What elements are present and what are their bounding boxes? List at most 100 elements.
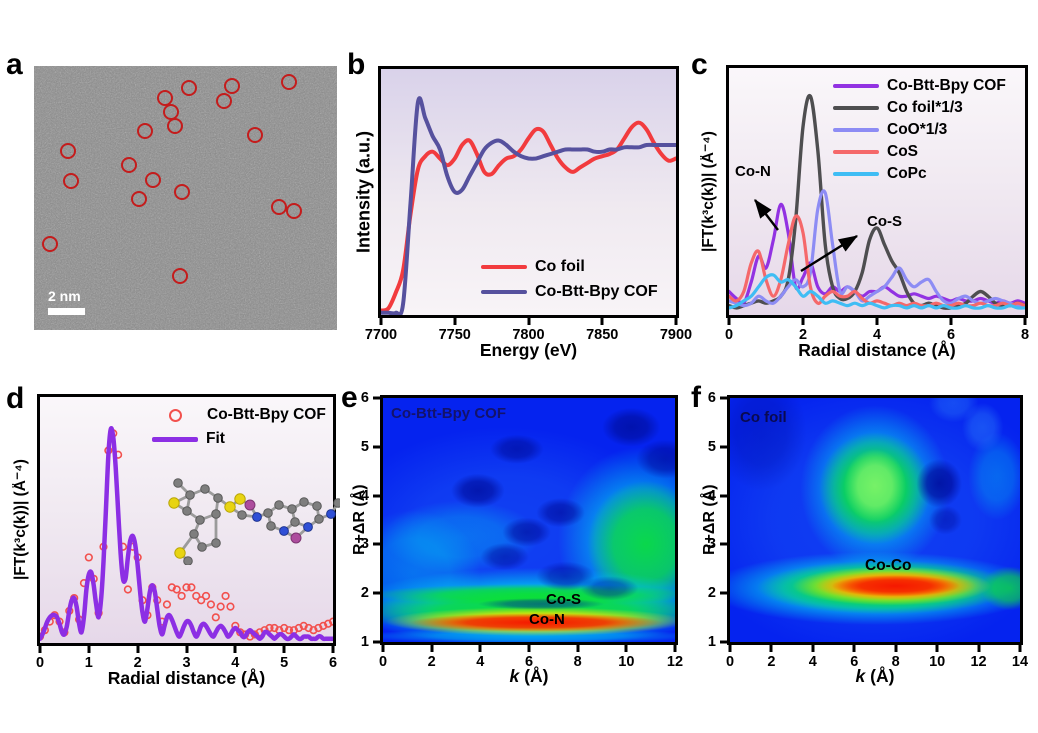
- tick-mark: [478, 645, 482, 652]
- panel-d-plot: Co-Btt-Bpy COF Fit: [37, 394, 340, 646]
- tick-mark: [894, 645, 898, 652]
- heatmap-title-foil: Co foil: [740, 409, 787, 426]
- tick-mark: [576, 645, 580, 652]
- tick-label: 6: [524, 654, 534, 670]
- tick-mark: [977, 645, 981, 652]
- tick-mark: [811, 645, 815, 652]
- single-atom-circle: [121, 157, 138, 173]
- tick-mark: [801, 318, 805, 325]
- tick-label: 4: [476, 654, 485, 670]
- legend-co-foil: Co foil: [481, 257, 585, 277]
- tick-mark: [852, 645, 856, 652]
- tick-label: 4: [231, 655, 240, 671]
- tick-label: 8: [1020, 327, 1030, 343]
- tick-mark: [373, 591, 380, 595]
- single-atom-circle: [62, 173, 79, 190]
- tick-label: 5: [280, 655, 289, 671]
- tick-mark: [720, 445, 727, 449]
- co-foil-line-swatch: [833, 106, 879, 110]
- single-atom-circle: [136, 122, 153, 139]
- data-circle-marker: [169, 408, 182, 422]
- tick-mark: [720, 542, 727, 546]
- panel-e-letter: e: [341, 381, 358, 414]
- single-atom-circle: [145, 172, 162, 189]
- nitrogen-atoms: [252, 509, 336, 536]
- single-atom-circle: [246, 126, 263, 143]
- single-atom-circle: [181, 79, 198, 96]
- tick-label: 5: [707, 438, 716, 455]
- legend-cof-data: Co-Btt-Bpy COF: [152, 405, 326, 425]
- tick-label: 3: [707, 536, 716, 553]
- co-n-annotation: Co-N: [735, 163, 771, 180]
- tick-mark: [373, 542, 380, 546]
- tick-label: 2: [133, 655, 142, 671]
- panel-f-plot: Co foil Co-Co: [727, 395, 1023, 645]
- legend-cos: CoS: [833, 142, 918, 162]
- panel-c-x-axis-label: Radial distance (Å): [798, 340, 956, 360]
- fit-chart: [40, 426, 333, 642]
- legend-cof-c: Co-Btt-Bpy COF: [833, 76, 1006, 96]
- single-atom-circle: [42, 235, 59, 252]
- panel-f-y-axis: 6 5 4 3 2 1: [687, 390, 727, 650]
- k-symbol: k: [509, 666, 520, 686]
- tick-label: 6: [328, 655, 338, 671]
- tick-mark: [373, 396, 380, 400]
- tick-mark: [1018, 645, 1022, 652]
- single-atom-circle: [285, 202, 302, 219]
- tick-label: 6: [946, 327, 956, 343]
- tick-label: 0: [35, 655, 45, 671]
- annotation-arrows: [754, 199, 859, 273]
- single-atom-markers: [34, 66, 337, 330]
- single-atom-circle: [281, 74, 298, 91]
- panel-d-letter: d: [6, 382, 25, 415]
- k-unit: (Å): [519, 666, 549, 686]
- panel-f-x-axis: 0 2 4 6 8 10 12 14: [726, 645, 1028, 673]
- single-atom-circle: [271, 198, 288, 215]
- tick-mark: [720, 494, 727, 498]
- co-s-arrow: [800, 234, 859, 273]
- fit-label: Fit: [206, 430, 225, 448]
- tick-label: 12: [666, 654, 684, 670]
- panel-b-x-axis: 7700 7750 7800 7850 7900: [365, 318, 692, 346]
- co-n-arrow: [754, 199, 779, 231]
- tick-label: 4: [360, 487, 369, 504]
- heatmap-title-cof: Co-Btt-Bpy COF: [391, 405, 506, 422]
- panel-e-x-axis-label: k (Å): [383, 666, 675, 687]
- tick-mark: [769, 645, 773, 652]
- co-n-annotation: Co-N: [529, 611, 565, 628]
- tick-mark: [430, 645, 434, 652]
- cof-line-swatch: [833, 84, 879, 88]
- tick-label: 2: [798, 327, 808, 343]
- tick-label: 7900: [659, 327, 693, 343]
- panel-a-letter: a: [6, 48, 23, 81]
- co-foil-line-swatch: [481, 264, 527, 270]
- tick-mark: [673, 645, 677, 652]
- tick-mark: [624, 645, 628, 652]
- tick-label: 7750: [438, 327, 471, 343]
- molecule-inset: [168, 478, 340, 565]
- cobalt-atoms: [244, 499, 302, 544]
- legend-fit: Fit: [152, 429, 225, 449]
- panel-e-plot: Co-Btt-Bpy COF Co-S Co-N: [380, 395, 678, 645]
- sulfur-atoms: [168, 493, 246, 559]
- single-atom-circle: [223, 78, 240, 95]
- panel-b-x-axis-label: Energy (eV): [479, 340, 578, 360]
- co-foil-label: Co foil*1/3: [887, 99, 963, 117]
- tem-image: 2 nm: [34, 66, 337, 330]
- tick-label: 6: [850, 654, 859, 670]
- tick-mark: [720, 591, 727, 595]
- tick-mark: [728, 645, 732, 652]
- tick-label: 6: [360, 390, 369, 406]
- tick-label: 0: [725, 654, 735, 670]
- tick-mark: [674, 318, 678, 325]
- tick-label: 5: [360, 438, 369, 455]
- tick-label: 1: [707, 634, 716, 650]
- tick-label: 2: [427, 654, 436, 670]
- tick-mark: [331, 646, 335, 653]
- tick-label: 2: [360, 585, 369, 602]
- co-s-annotation: Co-S: [546, 591, 581, 608]
- tick-label: 2: [707, 585, 716, 602]
- panel-d-x-axis: 0 1 2 3 4 5 6: [36, 646, 337, 674]
- tick-label: 3: [182, 655, 191, 671]
